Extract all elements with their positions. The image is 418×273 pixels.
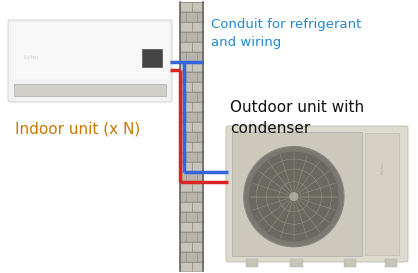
Bar: [180, 192, 203, 201]
Bar: [180, 142, 203, 151]
Bar: [180, 152, 203, 161]
Bar: [180, 22, 203, 31]
Bar: [180, 92, 203, 101]
Circle shape: [249, 152, 339, 242]
Bar: [14, 84, 166, 96]
Bar: [180, 2, 203, 11]
Bar: [180, 212, 203, 221]
Text: Outdoor unit with
condenser: Outdoor unit with condenser: [230, 100, 364, 136]
Bar: [180, 72, 203, 81]
Bar: [180, 82, 203, 91]
Bar: [180, 252, 203, 261]
Bar: [180, 202, 203, 211]
Bar: [180, 122, 203, 131]
Bar: [180, 232, 203, 241]
Bar: [180, 102, 203, 111]
Bar: [290, 259, 303, 267]
Bar: [180, 42, 203, 51]
Circle shape: [244, 147, 344, 247]
FancyBboxPatch shape: [226, 126, 408, 262]
Bar: [180, 12, 203, 21]
Bar: [246, 259, 258, 267]
Bar: [180, 62, 203, 71]
Bar: [180, 222, 203, 231]
Circle shape: [289, 192, 299, 202]
Bar: [142, 49, 162, 67]
Text: Conduit for refrigerant
and wiring: Conduit for refrigerant and wiring: [211, 18, 362, 49]
Bar: [180, 262, 203, 271]
Bar: [180, 52, 203, 61]
Bar: [180, 32, 203, 41]
Bar: [232, 132, 362, 256]
FancyBboxPatch shape: [8, 20, 172, 102]
Bar: [180, 162, 203, 171]
Bar: [180, 182, 203, 191]
Text: Indoor unit (x N): Indoor unit (x N): [15, 122, 140, 137]
Bar: [365, 133, 399, 255]
Bar: [385, 259, 397, 267]
Bar: [180, 242, 203, 251]
Text: fujitsu: fujitsu: [24, 55, 39, 60]
FancyBboxPatch shape: [11, 23, 169, 80]
Bar: [180, 112, 203, 121]
Text: fujitsu: fujitsu: [381, 161, 385, 174]
Bar: [180, 132, 203, 141]
Bar: [180, 172, 203, 181]
Bar: [344, 259, 356, 267]
